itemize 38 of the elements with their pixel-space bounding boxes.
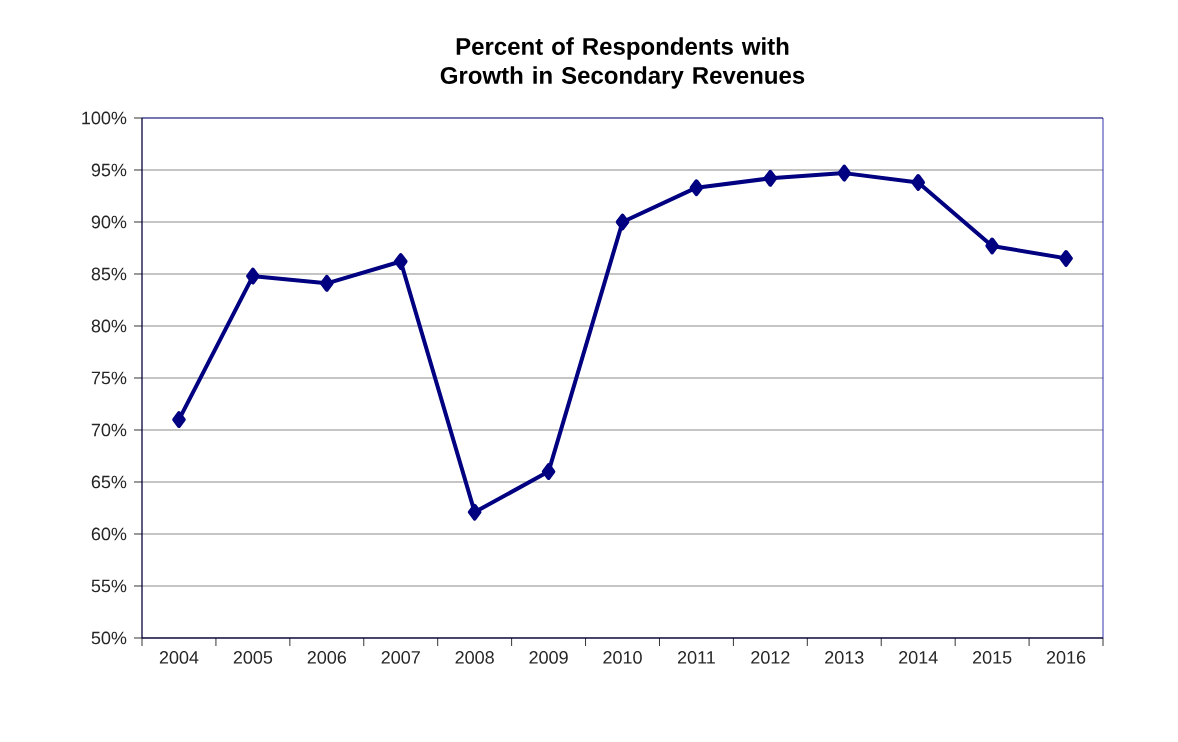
y-tick-label: 60%: [91, 527, 127, 541]
x-tick-label: 2016: [1046, 651, 1086, 664]
x-tick-label: 2013: [825, 651, 864, 664]
y-tick-label: 70%: [91, 423, 127, 437]
point: [467, 503, 482, 521]
point: [689, 179, 704, 197]
y-tick-label: 90%: [91, 215, 127, 229]
point: [541, 463, 556, 480]
point: [763, 169, 778, 187]
x-tick-label: 2004: [159, 651, 199, 664]
x-tick-label: 2008: [455, 651, 494, 664]
x-tick-label: 2014: [899, 651, 938, 664]
point: [246, 267, 260, 285]
x-tick-label: 2011: [677, 651, 715, 664]
x-tick-label: 2009: [529, 651, 568, 664]
y-tick-label: 55%: [91, 579, 127, 593]
y-tick-label: 100%: [82, 111, 127, 125]
point: [320, 274, 334, 292]
point: [1059, 249, 1073, 267]
y-tick-label: 85%: [91, 267, 127, 281]
y-tick-label: 80%: [91, 319, 127, 333]
point: [172, 411, 186, 428]
point: [393, 253, 408, 270]
y-tick-label: 65%: [91, 475, 127, 489]
chart-title: Percent of Respondents with Growth in Secondary Revenues: [440, 37, 805, 89]
point: [837, 164, 852, 182]
x-tick-label: 2012: [751, 651, 790, 664]
y-tick-label: 75%: [91, 371, 127, 385]
point: [985, 237, 999, 255]
x-tick-label: 2007: [381, 651, 420, 664]
x-tick-label: 2006: [307, 651, 347, 664]
x-tick-label: 2015: [973, 651, 1012, 664]
point: [911, 174, 925, 191]
x-tick-label: 2005: [233, 651, 273, 664]
y-tick-label: 95%: [91, 163, 127, 177]
point: [615, 213, 630, 231]
x-tick-label: 2010: [603, 651, 642, 664]
y-tick-label: 50%: [91, 631, 127, 645]
